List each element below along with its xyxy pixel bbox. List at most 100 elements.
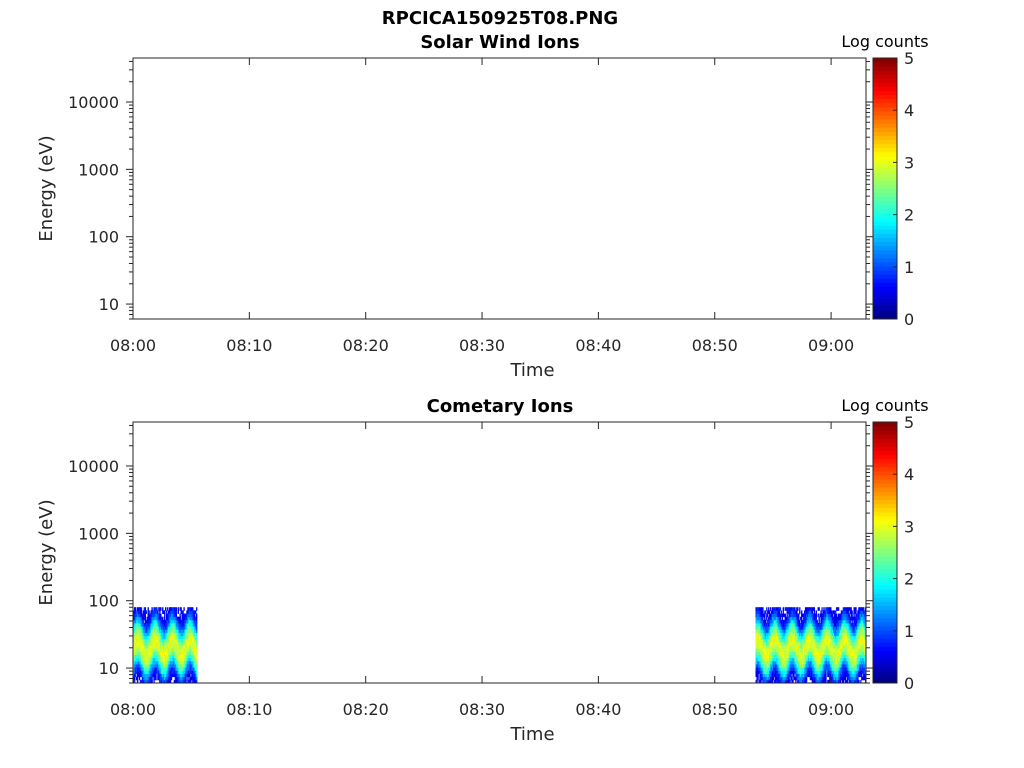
spectrogram-cell [770, 641, 772, 646]
spectrogram-cell [184, 645, 186, 649]
spectrogram-cell [193, 613, 195, 618]
spectrogram-cell [825, 610, 827, 614]
spectrogram-cell [784, 607, 786, 611]
spectrogram-cell [849, 673, 851, 678]
spectrogram-cell [781, 657, 784, 662]
spectrogram-cell [783, 619, 785, 624]
spectrogram-cell [755, 670, 757, 674]
spectrogram-cell [849, 648, 851, 652]
spectrogram-cell [165, 641, 167, 646]
spectrogram-cell [864, 635, 866, 640]
spectrogram-cell [171, 657, 174, 662]
spectrogram-cell [824, 654, 826, 659]
spectrogram-cell [825, 626, 827, 630]
spectrogram-cell [143, 660, 146, 665]
spectrogram-cell [844, 664, 847, 668]
spectrogram-cell [783, 664, 785, 668]
spectrogram-cell [156, 607, 158, 611]
spectrogram-cell [817, 679, 819, 684]
spectrogram-cell [153, 616, 155, 621]
spectrogram-cell [144, 610, 146, 614]
spectrogram-cell [836, 616, 839, 621]
spectrogram-cell [762, 654, 764, 659]
spectrogram-cell [795, 635, 797, 640]
spectrogram-cell [773, 632, 776, 637]
spectrogram-cell [170, 664, 173, 668]
spectrogram-cell [187, 629, 189, 633]
spectrogram-cell [841, 667, 844, 671]
colorbar-segment [873, 310, 897, 316]
spectrogram-cell [857, 660, 859, 665]
spectrogram-cell [856, 616, 858, 621]
spectrogram-cell [796, 667, 798, 671]
spectrogram-cell [832, 660, 834, 665]
spectrogram-cell [856, 676, 858, 681]
spectrogram-cell [839, 632, 842, 637]
spectrogram-cell [187, 623, 189, 627]
spectrogram-cell [848, 638, 850, 643]
spectrogram-cell [166, 654, 169, 659]
spectrogram-cell [778, 616, 781, 621]
spectrogram-cell [828, 626, 830, 630]
spectrogram-cell [183, 670, 185, 674]
spectrogram-cell [816, 638, 818, 643]
spectrogram-cell [828, 651, 830, 655]
spectrogram-cell [818, 638, 820, 643]
spectrogram-cell [828, 616, 830, 621]
spectrogram-cell [152, 645, 154, 649]
spectrogram-cell [792, 616, 794, 621]
spectrogram-cell [790, 632, 792, 637]
spectrogram-cell [189, 641, 191, 646]
spectrogram-cell [790, 657, 792, 662]
spectrogram-cell [850, 660, 852, 665]
spectrogram-cell [162, 679, 164, 684]
spectrogram-cell [144, 664, 146, 668]
spectrogram-cell [775, 645, 778, 649]
spectrogram-cell [769, 623, 771, 627]
spectrogram-cell [781, 667, 784, 671]
spectrogram-cell [857, 623, 859, 627]
spectrogram-cell [778, 635, 781, 640]
spectrogram-cell [787, 641, 789, 646]
spectrogram-cell [783, 645, 785, 649]
spectrogram-cell [835, 632, 838, 637]
spectrogram-cell [801, 670, 803, 674]
spectrogram-cell [759, 607, 761, 611]
spectrogram-cell [824, 623, 826, 627]
spectrogram-cell [833, 645, 835, 649]
spectrogram-cell [805, 635, 808, 640]
spectrogram-cell [148, 645, 150, 649]
spectrogram-cell [186, 632, 188, 637]
spectrogram-cell [187, 638, 189, 643]
spectrogram-cell [170, 673, 173, 678]
spectrogram-cell [786, 679, 788, 684]
spectrogram-cell [149, 629, 151, 633]
spectrogram-cell [810, 619, 813, 624]
spectrogram-cell [164, 635, 166, 640]
spectrogram-cell [831, 664, 833, 668]
spectrogram-cell [811, 632, 814, 637]
spectrogram-cell [805, 670, 808, 674]
spectrogram-cell [765, 619, 767, 624]
spectrogram-cell [789, 660, 791, 665]
spectrogram-cell [173, 610, 176, 614]
spectrogram-cell [760, 670, 762, 674]
spectrogram-cell [770, 616, 772, 621]
spectrogram-cell [834, 616, 837, 621]
spectrogram-cell [189, 679, 191, 684]
spectrogram-cell [196, 607, 198, 611]
spectrogram-cell [850, 607, 852, 611]
spectrogram-cell [170, 648, 173, 652]
spectrogram-cell [827, 679, 829, 684]
spectrogram-cell [781, 648, 784, 652]
colorbar-segment [873, 184, 897, 189]
spectrogram-cell [760, 648, 762, 652]
spectrogram-cell [758, 645, 760, 649]
spectrogram-cell [162, 657, 164, 662]
spectrogram-cell [766, 616, 768, 621]
spectrogram-cell [817, 657, 819, 662]
spectrogram-cell [167, 635, 170, 640]
spectrogram-cell [780, 676, 783, 681]
spectrogram-cell [146, 660, 148, 665]
spectrogram-cell [846, 607, 848, 611]
